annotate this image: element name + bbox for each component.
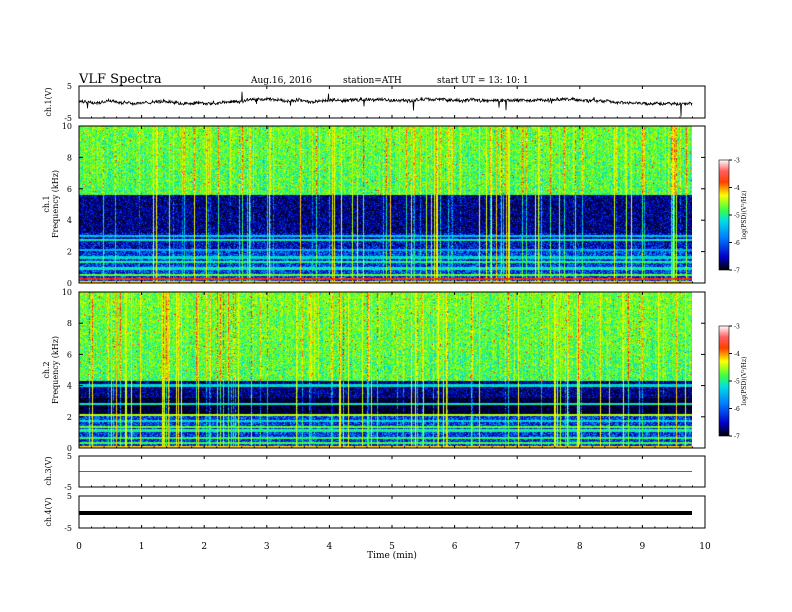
ch2-colorbar-tick-label: -3: [734, 324, 740, 331]
ch1-waveform-ytick-label: 5: [67, 82, 72, 91]
station-label: station=ATH: [343, 76, 402, 86]
ch1-spectrogram-ytick-label: 4: [67, 216, 72, 225]
ch4-waveform-ytick-label: -5: [64, 524, 72, 533]
ch2-spectrogram-ytick-label: 6: [67, 350, 72, 359]
ch1-spectrogram-image: [79, 126, 692, 283]
ch2-spectrogram-image: [79, 292, 692, 448]
x-axis-label: Time (min): [367, 550, 417, 561]
ch2-colorbar-tick-label: -7: [734, 434, 740, 441]
ch1-spectrogram-ytick-label: 8: [67, 153, 72, 162]
x-tick-label: 3: [264, 542, 270, 552]
date-label: Aug.16, 2016: [251, 76, 312, 86]
figure-title: VLF Spectra: [79, 72, 162, 87]
ch2-spectrogram-channel-label: ch.2: [42, 361, 51, 378]
start-time-label: start UT = 13: 10: 1: [437, 76, 529, 86]
ch1-colorbar-label: log(PSD)(V²/Hz): [741, 191, 748, 240]
ch1-spectrogram-ytick-label: 0: [67, 279, 72, 288]
ch1-spectrogram-ytick-label: 2: [67, 248, 72, 257]
ch2-colorbar: [718, 325, 730, 437]
x-tick-label: 0: [76, 542, 82, 552]
ch2-spectrogram-ylabel: Frequency (kHz): [51, 336, 60, 404]
ch1-colorbar-tick-label: -5: [734, 213, 740, 220]
x-tick-label: 7: [514, 542, 520, 552]
x-tick-label: 8: [577, 542, 583, 552]
ch1-waveform-ytick-label: -5: [64, 114, 72, 123]
ch1-spectrogram-ylabel: Frequency (kHz): [51, 170, 60, 238]
ch2-spectrogram-ytick-label: 8: [67, 319, 72, 328]
ch2-colorbar-label: log(PSD)(V²/Hz): [741, 357, 748, 406]
ch1-spectrogram-ytick-label: 10: [62, 122, 72, 131]
ch3-waveform-ytick-label: 5: [67, 452, 72, 461]
ch1-spectrogram-channel-label: ch.1: [42, 195, 51, 212]
ch2-spectrogram-ytick-label: 0: [67, 444, 72, 453]
x-tick-label: 10: [699, 542, 711, 552]
ch1-colorbar-tick-label: -7: [734, 268, 740, 275]
ch1-colorbar-tick-label: -3: [734, 158, 740, 165]
ch1-colorbar-tick-label: -6: [734, 240, 740, 247]
ch3-waveform-ytick-label: -5: [64, 483, 72, 492]
ch4-waveform-ytick-label: 5: [67, 492, 72, 501]
ch4-waveform-ylabel: ch.4(V): [44, 497, 53, 526]
ch1-waveform-ylabel: ch.1(V): [44, 87, 53, 116]
ch2-spectrogram-ytick-label: 4: [67, 382, 72, 391]
x-tick-label: 6: [452, 542, 458, 552]
ch1-spectrogram-ytick-label: 6: [67, 185, 72, 194]
ch1-colorbar-tick-label: -4: [734, 185, 740, 192]
x-tick-label: 1: [139, 542, 145, 552]
x-tick-label: 4: [327, 542, 333, 552]
ch2-spectrogram-ytick-label: 2: [67, 413, 72, 422]
ch2-spectrogram-ytick-label: 10: [62, 288, 72, 297]
ch3-waveform-ylabel: ch.3(V): [44, 456, 53, 485]
x-tick-label: 5: [389, 542, 395, 552]
ch2-colorbar-tick-label: -5: [734, 379, 740, 386]
x-tick-label: 9: [640, 542, 646, 552]
x-tick-label: 2: [201, 542, 207, 552]
ch1-waveform-trace: [78, 91, 693, 117]
ch1-colorbar: [718, 159, 730, 271]
ch2-colorbar-tick-label: -6: [734, 406, 740, 413]
ch2-colorbar-tick-label: -4: [734, 351, 740, 358]
